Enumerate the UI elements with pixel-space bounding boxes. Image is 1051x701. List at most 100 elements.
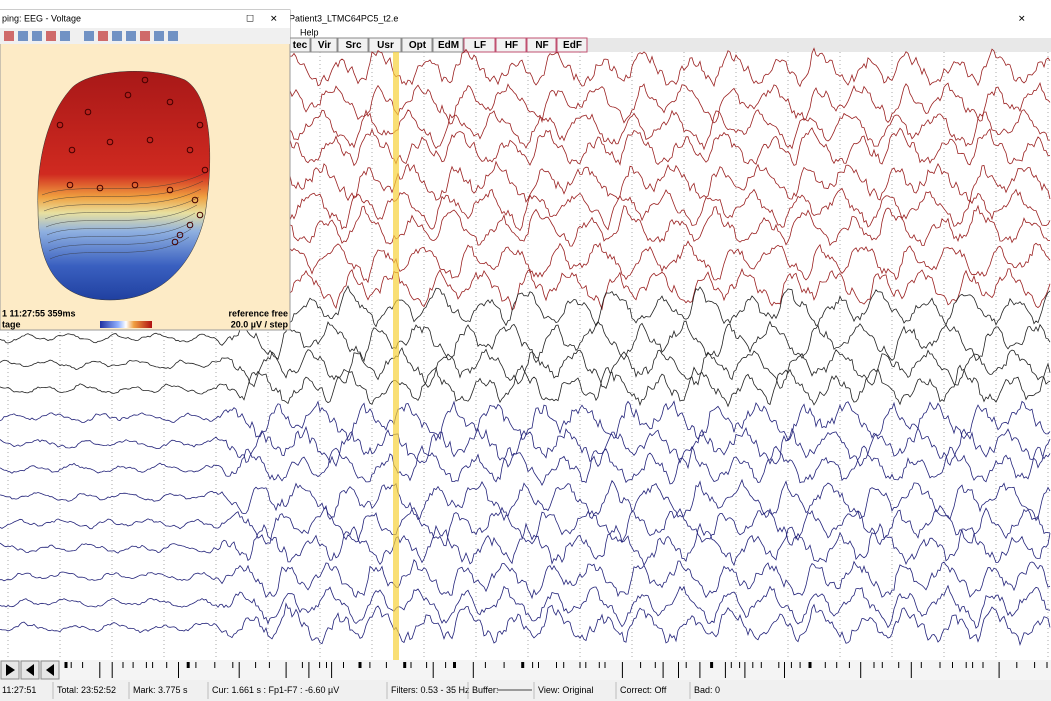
button-label: Usr — [377, 40, 394, 51]
eeg-trace — [0, 522, 1051, 567]
status-item: Filters: 0.53 - 35 Hz — [391, 685, 470, 695]
close-button[interactable]: ✕ — [1018, 13, 1026, 23]
button-label: EdF — [563, 40, 582, 51]
status-item: Total: 23:52:52 — [57, 685, 116, 695]
button-frame — [463, 37, 496, 53]
toolbar-button[interactable]: Opt — [401, 37, 433, 53]
cursor-marker — [393, 52, 399, 660]
contour-line — [43, 188, 202, 212]
electrode — [166, 98, 174, 106]
map-window: ping: EEG - Voltage ☐ ✕ 1 11:27:55 359ms… — [0, 9, 291, 331]
toolbar-button[interactable]: HF — [495, 37, 527, 53]
button-frame — [401, 37, 433, 53]
toolbar-button[interactable]: tec — [288, 37, 311, 53]
contour-line — [47, 220, 194, 244]
tool-icon[interactable] — [4, 31, 14, 41]
electrode — [66, 181, 74, 189]
electrode — [96, 184, 104, 192]
electrode — [124, 91, 132, 99]
electrode — [201, 166, 209, 174]
button-label: Opt — [409, 40, 427, 51]
tool-icon[interactable] — [32, 31, 42, 41]
electrode — [131, 181, 139, 189]
electrode — [68, 146, 76, 154]
map-title: ping: EEG - Voltage — [2, 13, 81, 23]
electrode — [186, 221, 194, 229]
map-time: 1 11:27:55 359ms — [2, 308, 76, 318]
contour-line — [42, 180, 204, 204]
status-item: Bad: 0 — [694, 685, 720, 695]
eeg-trace — [0, 347, 1051, 389]
electrode — [141, 76, 149, 84]
map-reference: reference free — [228, 308, 288, 318]
toolbar-button[interactable]: EdF — [556, 37, 588, 53]
map-title-bar — [0, 10, 290, 28]
electrode — [191, 196, 199, 204]
button-frame — [432, 37, 464, 53]
toolbar-button[interactable]: EdM — [432, 37, 464, 53]
button-label: tec — [293, 40, 308, 51]
status-item: Cur: 1.661 s : Fp1-F7 : -6.60 µV — [212, 685, 339, 695]
contour-line — [45, 204, 198, 228]
tool-icon[interactable] — [60, 31, 70, 41]
electrode — [171, 238, 179, 246]
button-label: Src — [345, 40, 362, 51]
window-title: Patient3_LTMC64PC5_t2.e — [289, 13, 398, 23]
close-button[interactable]: ✕ — [270, 13, 278, 23]
eeg-trace — [0, 425, 1051, 470]
button-label: NF — [535, 40, 548, 51]
maximize-button[interactable]: ☐ — [246, 13, 254, 23]
electrode — [176, 231, 184, 239]
tool-icon[interactable] — [168, 31, 178, 41]
toolbar-button[interactable]: NF — [526, 37, 557, 53]
tool-icon[interactable] — [98, 31, 108, 41]
tool-icon[interactable] — [84, 31, 94, 41]
toolbar-button[interactable]: LF — [463, 37, 496, 53]
status-item: View: Original — [538, 685, 593, 695]
button-label: Vir — [318, 40, 331, 51]
button-label: EdM — [438, 40, 459, 51]
tool-icon[interactable] — [18, 31, 28, 41]
status-item: Mark: 3.775 s — [133, 685, 188, 695]
button-frame — [337, 37, 369, 53]
contour-line — [46, 212, 196, 236]
button-label: HF — [505, 40, 518, 51]
contour-line — [41, 172, 206, 196]
eeg-trace — [0, 444, 1051, 487]
map-mode: tage — [2, 319, 21, 329]
nav-icon — [6, 664, 15, 676]
tool-icon[interactable] — [112, 31, 122, 41]
electrode — [84, 108, 92, 116]
button-frame — [310, 37, 338, 53]
status-item: Correct: Off — [620, 685, 667, 695]
contour-line — [48, 228, 192, 252]
electrode — [146, 136, 154, 144]
electrode — [196, 121, 204, 129]
toolbar-button[interactable]: Vir — [310, 37, 338, 53]
color-scale — [100, 321, 152, 328]
eeg-trace — [0, 558, 1051, 600]
electrode — [166, 186, 174, 194]
nav-icon — [26, 664, 34, 676]
electrode — [196, 211, 204, 219]
menu-item[interactable]: Help — [300, 27, 319, 37]
toolbar-button[interactable]: Src — [337, 37, 369, 53]
button-label: LF — [474, 40, 486, 51]
electrode — [106, 138, 114, 146]
toolbar-button[interactable]: Usr — [368, 37, 402, 53]
status-item: 11:27:51 — [2, 685, 36, 695]
electrode — [56, 121, 64, 129]
button-frame — [495, 37, 527, 53]
contour-line — [44, 196, 200, 220]
title-bar — [285, 10, 1051, 28]
tool-icon[interactable] — [154, 31, 164, 41]
head-map — [37, 71, 211, 301]
button-frame — [526, 37, 557, 53]
eeg-trace — [0, 478, 1051, 522]
tool-icon[interactable] — [126, 31, 136, 41]
eeg-trace — [0, 362, 1051, 408]
navigation-bar — [0, 660, 1051, 680]
tool-icon[interactable] — [140, 31, 150, 41]
tool-icon[interactable] — [46, 31, 56, 41]
